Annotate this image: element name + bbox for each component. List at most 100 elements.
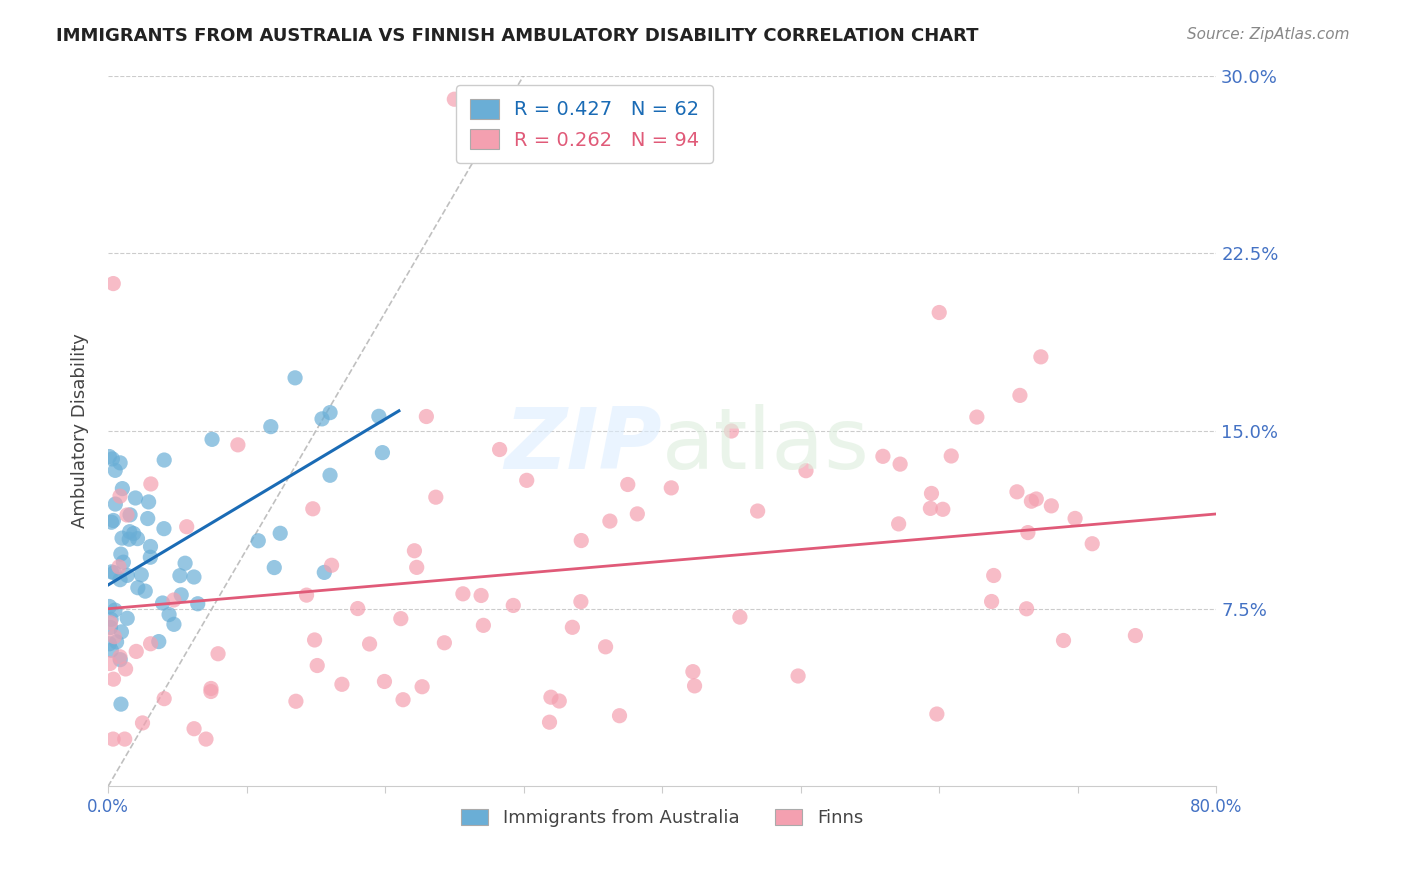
Y-axis label: Ambulatory Disability: Ambulatory Disability <box>72 334 89 528</box>
Point <box>104 603 127 617</box>
Point <box>263 560 285 574</box>
Point <box>131 715 153 730</box>
Point <box>1017 525 1039 540</box>
Point <box>1081 537 1104 551</box>
Point <box>538 715 561 730</box>
Point <box>941 449 963 463</box>
Point <box>887 516 910 531</box>
Point <box>183 722 205 736</box>
Point <box>260 419 283 434</box>
Point <box>226 438 249 452</box>
Point <box>373 674 395 689</box>
Point <box>794 464 817 478</box>
Point <box>122 526 145 541</box>
Point <box>100 643 122 657</box>
Point <box>1040 499 1063 513</box>
Point <box>112 555 135 569</box>
Point <box>108 456 131 470</box>
Point <box>470 589 492 603</box>
Point <box>346 601 368 615</box>
Point <box>169 568 191 582</box>
Point <box>405 560 427 574</box>
Text: IMMIGRANTS FROM AUSTRALIA VS FINNISH AMBULATORY DISABILITY CORRELATION CHART: IMMIGRANTS FROM AUSTRALIA VS FINNISH AMB… <box>56 27 979 45</box>
Point <box>118 524 141 539</box>
Point <box>103 277 125 291</box>
Point <box>284 371 307 385</box>
Point <box>108 573 131 587</box>
Point <box>367 409 389 424</box>
Text: Source: ZipAtlas.com: Source: ZipAtlas.com <box>1187 27 1350 42</box>
Point <box>110 624 132 639</box>
Point <box>101 732 124 747</box>
Point <box>321 558 343 573</box>
Point <box>433 636 456 650</box>
Point <box>540 690 562 705</box>
Point <box>201 433 224 447</box>
Point <box>932 502 955 516</box>
Point <box>200 681 222 696</box>
Point <box>114 662 136 676</box>
Point <box>207 647 229 661</box>
Point <box>921 486 943 500</box>
Point <box>183 570 205 584</box>
Point <box>111 531 134 545</box>
Point <box>595 640 617 654</box>
Point <box>472 618 495 632</box>
Point <box>389 612 412 626</box>
Point <box>787 669 810 683</box>
Point <box>170 588 193 602</box>
Point <box>1008 388 1031 402</box>
Point <box>114 732 136 747</box>
Point <box>415 409 437 424</box>
Point <box>103 672 125 686</box>
Point <box>1064 511 1087 525</box>
Point <box>176 520 198 534</box>
Point <box>139 540 162 554</box>
Point <box>443 92 465 106</box>
Point <box>98 450 121 464</box>
Point <box>599 514 621 528</box>
Point <box>983 568 1005 582</box>
Point <box>966 410 988 425</box>
Point <box>127 532 149 546</box>
Point <box>980 594 1002 608</box>
Point <box>269 526 291 541</box>
Point <box>682 665 704 679</box>
Point <box>98 599 121 614</box>
Point <box>747 504 769 518</box>
Point <box>153 522 176 536</box>
Point <box>103 514 125 528</box>
Point <box>1021 494 1043 508</box>
Point <box>100 565 122 579</box>
Point <box>110 653 132 667</box>
Point <box>920 501 942 516</box>
Point <box>139 550 162 565</box>
Point <box>200 684 222 698</box>
Point <box>103 566 125 580</box>
Point <box>100 515 122 529</box>
Point <box>561 620 583 634</box>
Text: atlas: atlas <box>662 404 870 487</box>
Point <box>683 679 706 693</box>
Point <box>928 305 950 319</box>
Point <box>659 481 682 495</box>
Point <box>129 567 152 582</box>
Point <box>138 495 160 509</box>
Point <box>108 649 131 664</box>
Point <box>284 694 307 708</box>
Point <box>153 691 176 706</box>
Point <box>1274 282 1296 296</box>
Point <box>124 491 146 505</box>
Point <box>425 490 447 504</box>
Point <box>174 556 197 570</box>
Point <box>616 477 638 491</box>
Point <box>134 584 156 599</box>
Point <box>311 412 333 426</box>
Point <box>307 658 329 673</box>
Legend: Immigrants from Australia, Finns: Immigrants from Australia, Finns <box>454 802 870 834</box>
Point <box>103 630 125 644</box>
Point <box>925 706 948 721</box>
Point <box>451 587 474 601</box>
Point <box>136 511 159 525</box>
Point <box>152 596 174 610</box>
